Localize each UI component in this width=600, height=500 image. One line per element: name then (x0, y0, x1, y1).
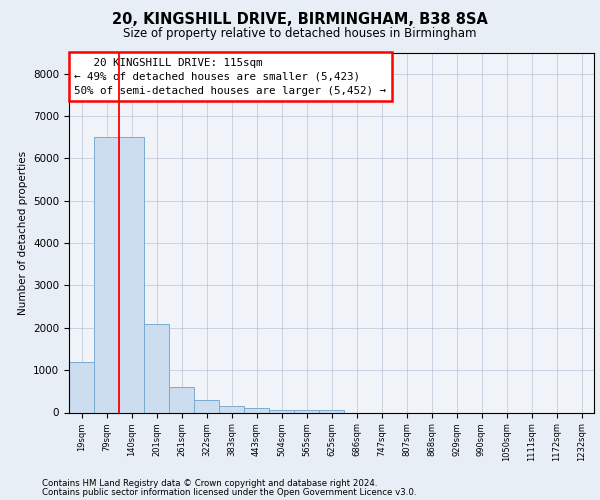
Y-axis label: Number of detached properties: Number of detached properties (17, 150, 28, 314)
Bar (119, 137, 144, 412)
Bar (169, 387, 194, 412)
Text: Contains public sector information licensed under the Open Government Licence v3: Contains public sector information licen… (42, 488, 416, 497)
Text: Size of property relative to detached houses in Birmingham: Size of property relative to detached ho… (123, 28, 477, 40)
Text: 20 KINGSHILL DRIVE: 115sqm   
← 49% of detached houses are smaller (5,423)
50% o: 20 KINGSHILL DRIVE: 115sqm ← 49% of deta… (74, 58, 386, 96)
Bar (244, 408, 269, 412)
Bar (294, 410, 319, 412)
Bar (69, 362, 94, 412)
Bar (319, 410, 344, 412)
Text: 20, KINGSHILL DRIVE, BIRMINGHAM, B38 8SA: 20, KINGSHILL DRIVE, BIRMINGHAM, B38 8SA (112, 12, 488, 28)
Text: Contains HM Land Registry data © Crown copyright and database right 2024.: Contains HM Land Registry data © Crown c… (42, 479, 377, 488)
Bar (219, 406, 244, 412)
Bar (269, 410, 294, 412)
Bar (194, 400, 219, 412)
Bar (144, 324, 169, 412)
Bar (94, 137, 119, 412)
